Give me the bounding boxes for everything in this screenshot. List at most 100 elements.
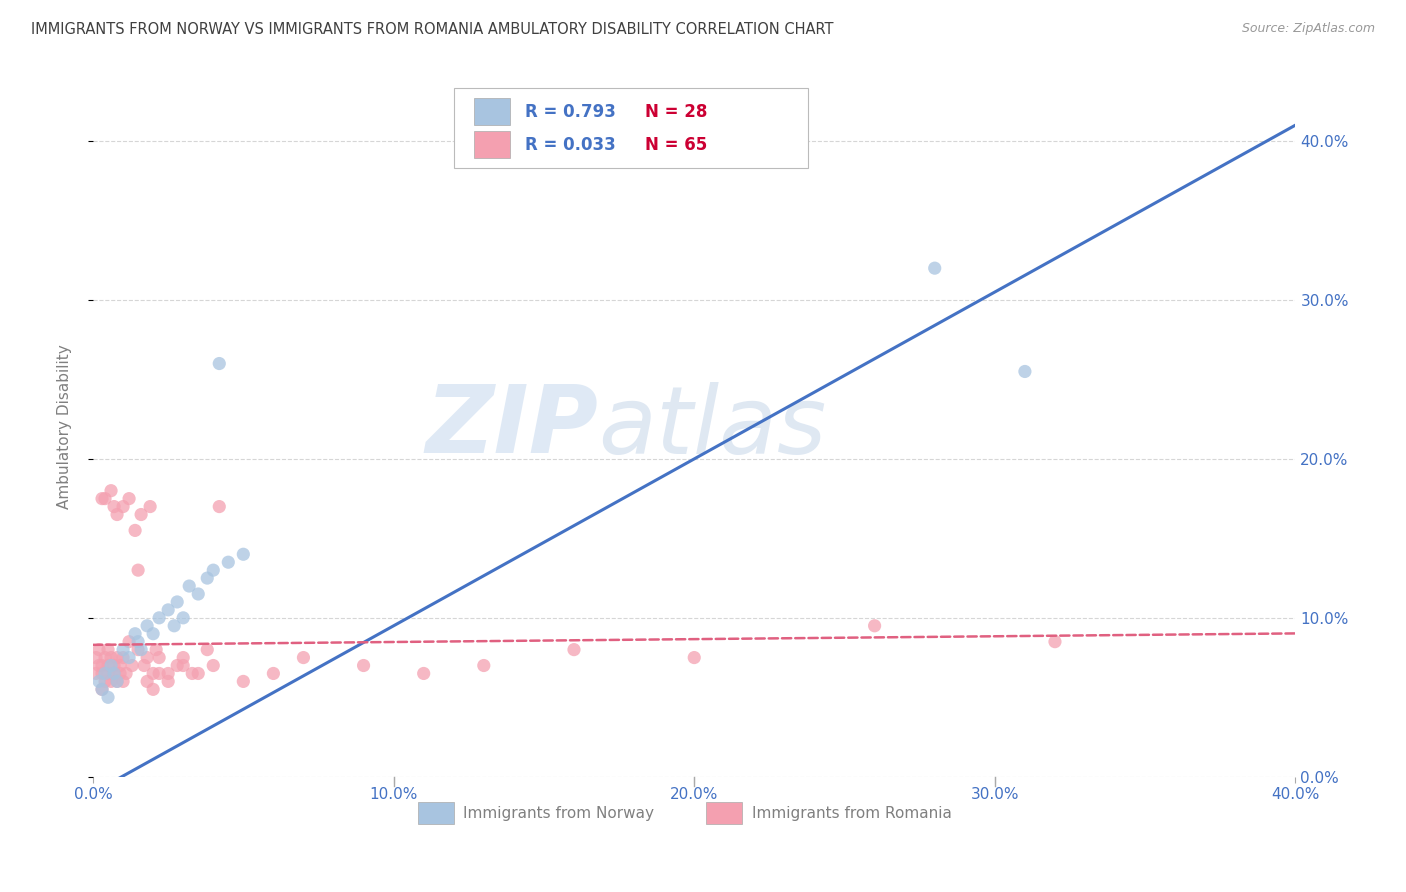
Point	[100, 650, 122, 665]
FancyBboxPatch shape	[474, 131, 510, 158]
Point	[84, 650, 107, 665]
Point	[97, 666, 120, 681]
Point	[157, 666, 180, 681]
Point	[103, 666, 125, 681]
Point	[139, 500, 162, 514]
Point	[142, 626, 165, 640]
Point	[105, 674, 128, 689]
Point	[105, 674, 128, 689]
Point	[112, 650, 135, 665]
Point	[292, 650, 315, 665]
Point	[103, 658, 125, 673]
Point	[87, 642, 110, 657]
FancyBboxPatch shape	[454, 88, 808, 169]
Point	[87, 674, 110, 689]
Point	[187, 666, 209, 681]
Point	[118, 491, 141, 506]
Point	[103, 500, 125, 514]
Text: atlas: atlas	[598, 382, 827, 473]
Text: N = 28: N = 28	[645, 103, 707, 120]
Point	[94, 650, 117, 665]
Point	[181, 666, 204, 681]
Point	[97, 690, 120, 705]
Point	[163, 619, 186, 633]
Text: R = 0.033: R = 0.033	[524, 136, 616, 153]
Point	[136, 650, 159, 665]
FancyBboxPatch shape	[418, 802, 454, 824]
Point	[105, 650, 128, 665]
Point	[166, 595, 188, 609]
Point	[232, 547, 254, 561]
Point	[121, 658, 143, 673]
Point	[112, 674, 135, 689]
Point	[129, 642, 152, 657]
FancyBboxPatch shape	[706, 802, 742, 824]
Point	[148, 666, 170, 681]
Text: R = 0.793: R = 0.793	[524, 103, 616, 120]
Point	[562, 642, 585, 657]
Point	[108, 666, 131, 681]
Point	[94, 666, 117, 681]
Point	[127, 563, 149, 577]
Point	[262, 666, 284, 681]
Text: ZIP: ZIP	[425, 381, 598, 473]
Point	[105, 508, 128, 522]
Point	[683, 650, 706, 665]
Point	[202, 563, 225, 577]
Point	[924, 261, 946, 276]
Point	[134, 658, 156, 673]
Point	[172, 658, 194, 673]
Point	[103, 666, 125, 681]
Point	[108, 658, 131, 673]
Point	[202, 658, 225, 673]
Point	[91, 666, 114, 681]
Point	[87, 658, 110, 673]
Point	[157, 603, 180, 617]
Point	[100, 674, 122, 689]
Point	[863, 619, 886, 633]
Y-axis label: Ambulatory Disability: Ambulatory Disability	[58, 344, 72, 509]
Point	[157, 674, 180, 689]
Point	[208, 500, 231, 514]
Point	[100, 658, 122, 673]
Point	[136, 674, 159, 689]
Point	[118, 650, 141, 665]
Point	[100, 483, 122, 498]
Point	[129, 508, 152, 522]
Point	[172, 611, 194, 625]
Point	[179, 579, 201, 593]
FancyBboxPatch shape	[474, 98, 510, 125]
Point	[148, 650, 170, 665]
Point	[112, 642, 135, 657]
Point	[97, 658, 120, 673]
Point	[94, 674, 117, 689]
Point	[1014, 364, 1036, 378]
Point	[118, 634, 141, 648]
Point	[145, 642, 167, 657]
Point	[195, 571, 218, 585]
Point	[91, 682, 114, 697]
Text: IMMIGRANTS FROM NORWAY VS IMMIGRANTS FROM ROMANIA AMBULATORY DISABILITY CORRELAT: IMMIGRANTS FROM NORWAY VS IMMIGRANTS FRO…	[31, 22, 834, 37]
Point	[124, 626, 146, 640]
Point	[112, 500, 135, 514]
Point	[208, 357, 231, 371]
Point	[136, 619, 159, 633]
Point	[124, 524, 146, 538]
Text: N = 65: N = 65	[645, 136, 707, 153]
Point	[187, 587, 209, 601]
Point	[166, 658, 188, 673]
Point	[472, 658, 495, 673]
Point	[195, 642, 218, 657]
Point	[148, 611, 170, 625]
Point	[353, 658, 375, 673]
Point	[91, 491, 114, 506]
Text: Immigrants from Norway: Immigrants from Norway	[464, 805, 654, 821]
Point	[412, 666, 434, 681]
Point	[217, 555, 239, 569]
Text: Immigrants from Romania: Immigrants from Romania	[752, 805, 952, 821]
Point	[91, 682, 114, 697]
Text: Source: ZipAtlas.com: Source: ZipAtlas.com	[1241, 22, 1375, 36]
Point	[142, 666, 165, 681]
Point	[127, 634, 149, 648]
Point	[232, 674, 254, 689]
